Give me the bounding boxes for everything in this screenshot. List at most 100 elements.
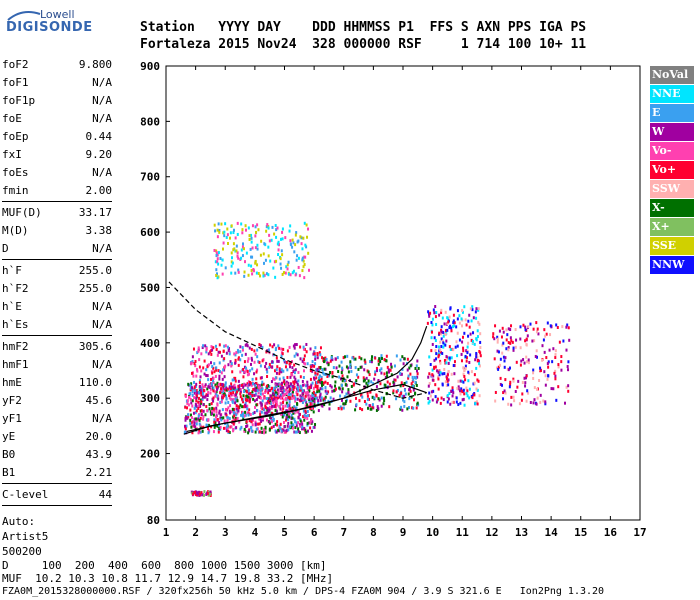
echo-point [247, 357, 250, 361]
echo-point [189, 392, 192, 396]
echo-point [313, 364, 316, 368]
echo-point [477, 307, 480, 311]
echo-point [217, 428, 220, 432]
echo-point [259, 364, 262, 368]
echo-point [231, 399, 234, 403]
echo-point [218, 230, 221, 234]
echo-point [294, 368, 297, 372]
echo-point [209, 383, 212, 387]
param-divider [2, 259, 112, 260]
echo-point [563, 401, 566, 405]
echo-point [260, 376, 263, 380]
echo-point [224, 388, 227, 392]
param-name: h`F2 [2, 282, 29, 295]
echo-point [363, 400, 366, 404]
echo-point [193, 406, 196, 410]
echo-point [278, 372, 281, 376]
echo-point [532, 368, 535, 372]
echo-point [385, 371, 388, 375]
echo-point [234, 271, 237, 275]
echo-point [255, 377, 258, 381]
echo-point [477, 308, 480, 312]
echo-point [450, 389, 453, 393]
echo-point [250, 347, 253, 351]
echo-point [191, 420, 194, 424]
echo-point [212, 346, 215, 350]
echo-point [236, 254, 239, 258]
echo-point [217, 222, 220, 226]
echo-point [459, 379, 462, 383]
echo-point [289, 407, 292, 411]
echo-point [199, 401, 202, 405]
echo-point [276, 365, 279, 369]
echo-point [359, 365, 362, 369]
echo-point [303, 416, 306, 420]
legend-item: SSE [650, 237, 694, 255]
echo-point [320, 383, 323, 387]
echo-point [239, 350, 242, 354]
echo-point [508, 385, 511, 389]
echo-point [187, 403, 190, 407]
echo-point [444, 329, 447, 333]
echo-point [519, 363, 522, 367]
echo-point [277, 359, 280, 363]
y-tick-label: 300 [140, 392, 160, 405]
echo-point [502, 341, 505, 345]
echo-point [195, 399, 198, 403]
echo-point [283, 360, 286, 364]
echo-point [533, 339, 536, 343]
echo-point [497, 367, 500, 371]
echo-point [499, 363, 502, 367]
echo-point [226, 426, 229, 430]
echo-point [428, 314, 431, 318]
echo-point [302, 415, 305, 419]
echo-point [301, 269, 304, 273]
echo-point [561, 325, 564, 329]
echo-point [403, 394, 406, 398]
echo-point [354, 366, 357, 370]
echo-point [320, 375, 323, 379]
echo-point [471, 308, 474, 312]
echo-point [209, 350, 212, 354]
echo-point [214, 390, 217, 394]
echo-point [243, 414, 246, 418]
echo-point [345, 392, 348, 396]
echo-point [298, 274, 301, 278]
echo-point [200, 491, 203, 495]
echo-point [288, 396, 291, 400]
echo-point [398, 393, 401, 397]
echo-point [241, 242, 244, 246]
echo-point [225, 386, 228, 390]
echo-point [263, 261, 266, 265]
echo-point [287, 260, 290, 264]
echo-point [230, 264, 233, 268]
echo-point [214, 229, 217, 233]
echo-point [218, 377, 221, 381]
echo-point [218, 350, 221, 354]
echo-point [302, 347, 305, 351]
echo-point [212, 379, 215, 383]
echo-point [216, 260, 219, 264]
echo-point [207, 391, 210, 395]
echo-point [507, 402, 510, 406]
echo-point [407, 392, 410, 396]
echo-point [380, 354, 383, 358]
echo-point [270, 406, 273, 410]
y-tick-label: 700 [140, 171, 160, 184]
echo-point [390, 365, 393, 369]
echo-point [562, 339, 565, 343]
echo-point [300, 420, 303, 424]
echo-point [427, 384, 430, 388]
echo-point [438, 373, 441, 377]
echo-point [295, 430, 298, 434]
y-tick-label: 200 [140, 448, 160, 461]
echo-point [197, 417, 200, 421]
echo-point [308, 400, 311, 404]
echo-point [440, 328, 443, 332]
echo-point [303, 413, 306, 417]
echo-point [276, 420, 279, 424]
echo-point [214, 392, 217, 396]
echo-point [296, 397, 299, 401]
echo-point [200, 369, 203, 373]
echo-point [441, 351, 444, 355]
